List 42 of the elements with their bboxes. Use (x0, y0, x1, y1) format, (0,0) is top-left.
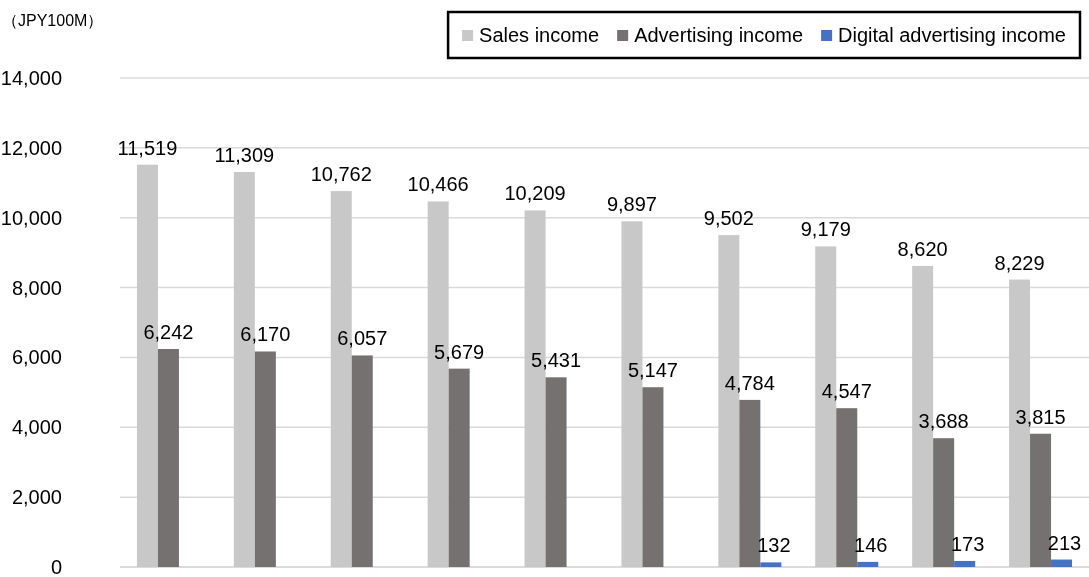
bar (954, 560, 976, 567)
data-label: 8,620 (897, 237, 948, 260)
y-tick-label: 0 (50, 556, 62, 577)
data-label: 6,242 (143, 320, 194, 343)
y-tick-label: 2,000 (11, 486, 62, 509)
data-label: 5,679 (434, 340, 485, 363)
data-label: 6,057 (337, 327, 388, 350)
data-label: 10,762 (310, 163, 372, 186)
data-label: 11,519 (117, 136, 178, 159)
data-label: 6,170 (240, 323, 291, 346)
data-label: 4,784 (724, 371, 775, 394)
bar (1051, 559, 1073, 567)
data-label: 10,209 (504, 182, 566, 205)
legend-label: Sales income (479, 24, 600, 46)
data-label: 10,466 (407, 173, 469, 196)
y-tick-label: 8,000 (11, 276, 62, 299)
data-label: 5,147 (627, 359, 678, 382)
bar (254, 351, 276, 567)
y-axis-title: （JPY100M） (2, 12, 104, 29)
data-label: 4,547 (821, 380, 872, 403)
bar (760, 562, 782, 567)
y-tick-label: 6,000 (11, 346, 62, 369)
y-tick-label: 4,000 (11, 416, 62, 439)
data-label: 3,688 (918, 410, 969, 433)
bar (642, 387, 664, 567)
data-label: 9,502 (703, 207, 754, 230)
data-label: 3,815 (1015, 405, 1066, 428)
bar (857, 561, 879, 567)
y-tick-label: 14,000 (0, 67, 62, 89)
data-label: 9,897 (606, 193, 657, 216)
bar (351, 355, 373, 567)
bar (157, 348, 179, 567)
y-tick-label: 10,000 (0, 206, 62, 229)
legend-label: Digital advertising income (838, 24, 1066, 46)
legend-label: Advertising income (634, 24, 804, 46)
data-label: 9,179 (800, 218, 851, 241)
data-label: 5,431 (531, 349, 582, 372)
y-tick-label: 12,000 (0, 136, 62, 159)
bar (545, 377, 567, 567)
bar (448, 368, 470, 567)
data-label: 8,229 (994, 251, 1045, 274)
data-label: 11,309 (214, 143, 275, 166)
